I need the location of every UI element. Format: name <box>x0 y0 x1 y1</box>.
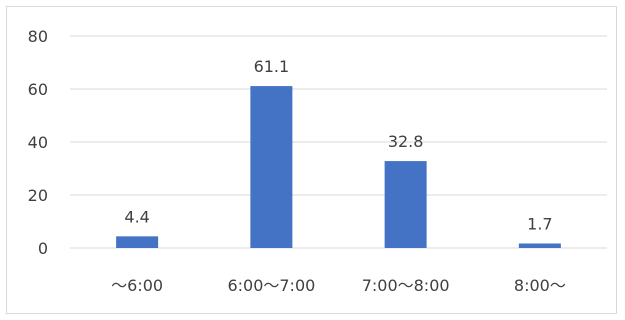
bar-2 <box>384 161 427 248</box>
chart-frame <box>6 6 617 314</box>
x-axis-category-labels: ～6:00 6:00～7:00 7:00～8:00 8:00～ <box>111 276 566 295</box>
bar-0 <box>116 236 159 248</box>
y-tick-label: 20 <box>28 186 48 205</box>
bar-3 <box>518 243 561 248</box>
x-category-label-2: 7:00～8:00 <box>362 276 450 295</box>
data-label-0: 4.4 <box>124 207 149 226</box>
gridlines <box>70 35 607 249</box>
x-category-label-1: 6:00～7:00 <box>227 276 315 295</box>
y-tick-label: 0 <box>38 239 48 258</box>
bar-1 <box>250 86 293 249</box>
data-label-1: 61.1 <box>254 57 290 76</box>
y-tick-label: 60 <box>28 80 48 99</box>
data-label-2: 32.8 <box>388 132 424 151</box>
x-category-label-3: 8:00～ <box>514 276 566 295</box>
data-label-3: 1.7 <box>527 214 552 233</box>
y-tick-label: 80 <box>28 27 48 46</box>
bars <box>116 86 561 249</box>
y-axis-tick-labels: 0 20 40 60 80 <box>28 27 48 258</box>
x-category-label-0: ～6:00 <box>111 276 163 295</box>
y-tick-label: 40 <box>28 133 48 152</box>
data-labels: 4.4 61.1 32.8 1.7 <box>124 57 552 233</box>
